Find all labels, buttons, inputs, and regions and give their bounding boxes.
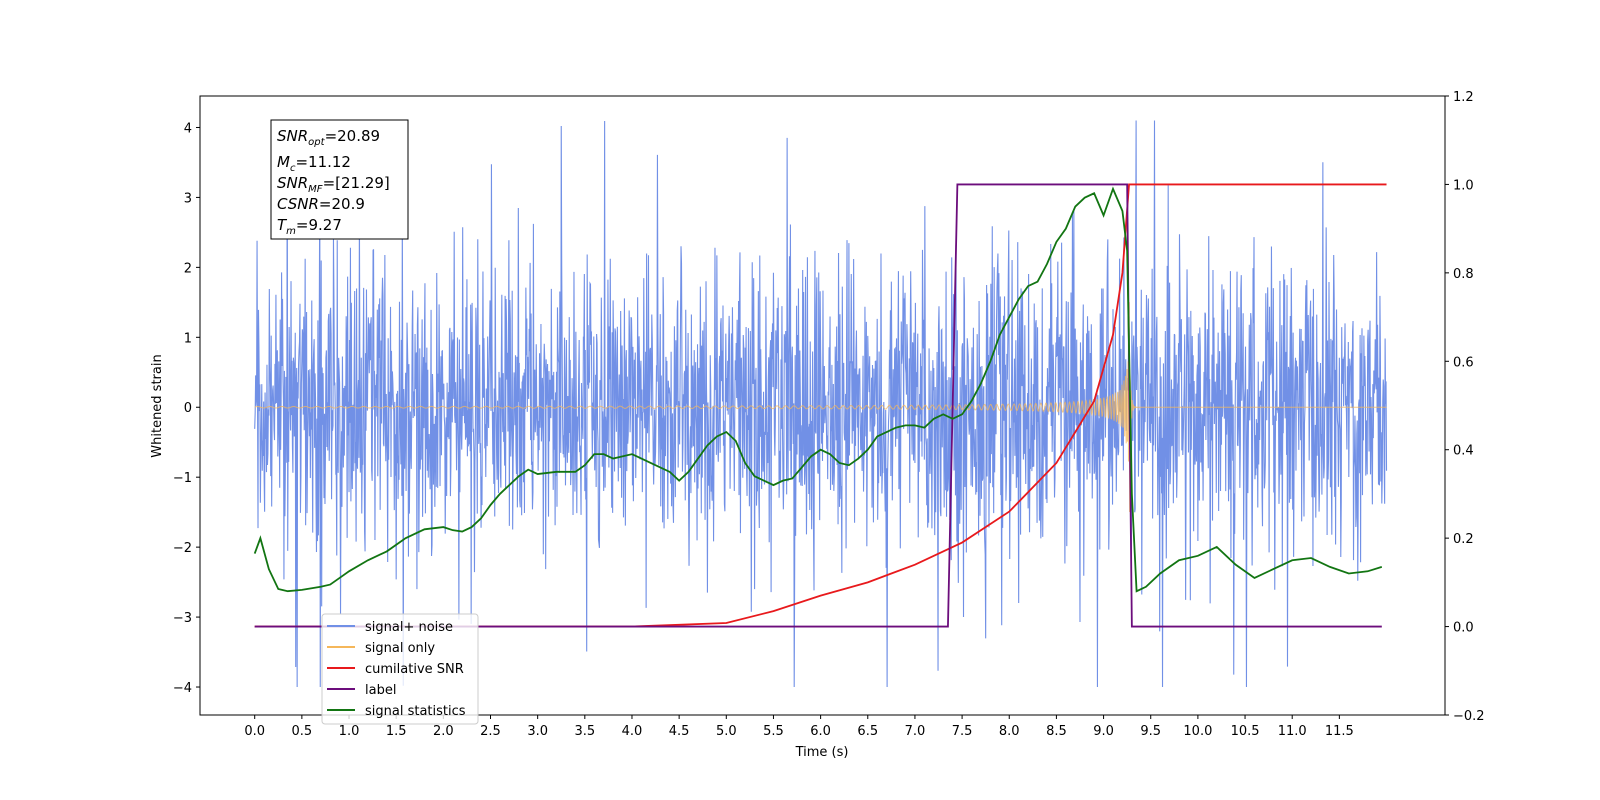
x-tick-label: 8.0 [999, 724, 1020, 739]
series-signal-only [254, 302, 1387, 513]
x-tick-label: 3.0 [527, 724, 548, 739]
x-tick-label: 11.0 [1278, 724, 1307, 739]
x-tick-label: 3.5 [574, 724, 595, 739]
series-cumulative-snr [254, 183, 1387, 628]
y-axis-left: 4 3 2 1 0 −1 −2 −3 −4 [173, 121, 200, 696]
x-tick-label: 8.5 [1046, 724, 1067, 739]
annotation-box: SNRopt=20.89 Mc=11.12 SNRMF=[21.29] CSNR… [270, 119, 409, 240]
x-axis: 0.0 0.5 1.0 1.5 2.0 2.5 3.0 3.5 4.0 4.5 5.0 5.5 6.0 6… [244, 715, 1354, 739]
legend: signal+ noise signal only cumilative SNR… [321, 613, 479, 725]
y-tick-label: 1 [184, 331, 192, 346]
legend-label-signal-only: signal only [365, 641, 435, 656]
annotation-csnr: CSNR=20.9 [277, 195, 365, 213]
annotation-mc: Mc=11.12 [277, 153, 351, 174]
y-tick-label: 4 [184, 121, 192, 136]
x-tick-label: 4.0 [622, 724, 643, 739]
y-right-tick-label: −0.2 [1453, 709, 1485, 724]
x-tick-label: 7.0 [905, 724, 926, 739]
annotation-snr-mf: SNRMF=[21.29] [277, 174, 390, 195]
y-tick-label: 3 [184, 191, 192, 206]
x-tick-label: 9.5 [1140, 724, 1161, 739]
annotation-snr-opt: SNRopt=20.89 [277, 127, 380, 148]
x-tick-label: 5.0 [716, 724, 737, 739]
x-tick-label: 6.0 [810, 724, 831, 739]
y-tick-label: −4 [173, 681, 192, 696]
x-tick-label: 2.5 [480, 724, 501, 739]
x-tick-label: 2.0 [433, 724, 454, 739]
plot-series [253, 120, 1388, 688]
x-axis-label: Time (s) [795, 745, 849, 760]
y-tick-label: 0 [184, 401, 192, 416]
x-tick-label: 9.0 [1093, 724, 1114, 739]
x-tick-label: 0.0 [244, 724, 265, 739]
x-tick-label: 1.5 [386, 724, 407, 739]
legend-label-cumulative-snr: cumilative SNR [365, 662, 464, 677]
x-tick-label: 7.5 [952, 724, 973, 739]
y-right-tick-label: 0.8 [1453, 267, 1474, 282]
legend-label-label: label [365, 683, 396, 698]
y-right-tick-label: 0.4 [1453, 444, 1474, 459]
series-signal-noise [254, 120, 1388, 688]
y-right-tick-label: 0.0 [1453, 621, 1474, 636]
y-axis-right: 1.2 1.0 0.8 0.6 0.4 0.2 0.0 −0.2 [1445, 90, 1485, 724]
y-tick-label: −3 [173, 611, 192, 626]
plot-frame [199, 95, 1446, 716]
y-right-tick-label: 0.2 [1453, 532, 1474, 547]
x-tick-label: 6.5 [857, 724, 878, 739]
x-tick-label: 10.5 [1231, 724, 1260, 739]
x-tick-label: 0.5 [292, 724, 313, 739]
y-tick-label: −2 [173, 541, 192, 556]
series-label [254, 183, 1382, 628]
x-tick-label: 10.0 [1183, 724, 1212, 739]
series-signal-statistics [253, 186, 1383, 593]
y-right-tick-label: 1.0 [1453, 178, 1474, 193]
legend-label-signal-noise: signal+ noise [365, 620, 453, 635]
x-tick-label: 1.0 [339, 724, 360, 739]
annotation-tm: Tm=9.27 [277, 216, 342, 237]
x-tick-label: 11.5 [1325, 724, 1354, 739]
legend-label-signal-statistics: signal statistics [365, 704, 466, 719]
y-axis-label: Whitened strain [150, 354, 165, 457]
y-tick-label: −1 [173, 471, 192, 486]
y-right-tick-label: 0.6 [1453, 355, 1474, 370]
y-right-tick-label: 1.2 [1453, 90, 1474, 105]
x-tick-label: 5.5 [763, 724, 784, 739]
x-tick-label: 4.5 [669, 724, 690, 739]
y-tick-label: 2 [184, 261, 192, 276]
